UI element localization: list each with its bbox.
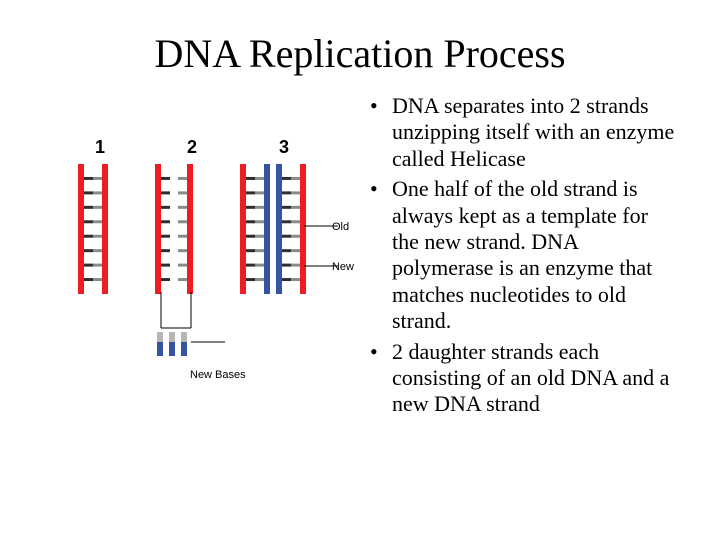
bullet-item: One half of the old strand is always kep… xyxy=(370,176,680,334)
dna-diagram: 1 2 3 Old New New Bases xyxy=(50,137,350,354)
stage-2-ladder xyxy=(155,164,193,294)
bullet-list: DNA separates into 2 strands unzipping i… xyxy=(350,87,680,422)
stage-label-1: 1 xyxy=(95,137,105,158)
stage-1-ladder xyxy=(78,164,108,294)
content-area: 1 2 3 Old New New Bases DNA separates in… xyxy=(0,87,720,422)
stage-label-2: 2 xyxy=(187,137,197,158)
stage-3-ladder xyxy=(240,164,306,294)
label-new-bases: New Bases xyxy=(190,369,246,381)
label-new: New xyxy=(332,261,354,273)
stage-label-3: 3 xyxy=(279,137,289,158)
slide-title: DNA Replication Process xyxy=(0,0,720,87)
bullet-item: 2 daughter strands each consisting of an… xyxy=(370,339,680,418)
label-old: Old xyxy=(332,221,354,233)
bullet-item: DNA separates into 2 strands unzipping i… xyxy=(370,93,680,172)
